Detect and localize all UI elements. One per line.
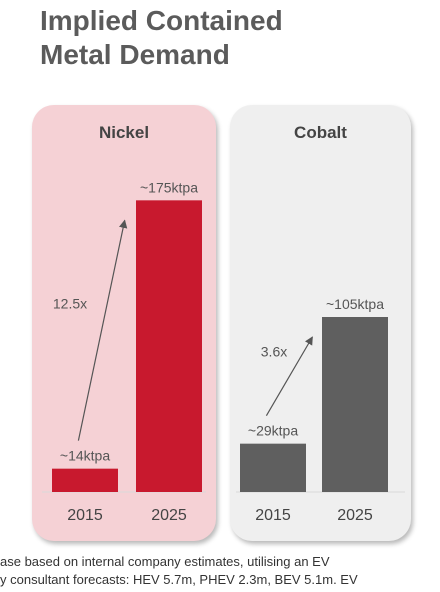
cobalt-growth-arrow xyxy=(265,336,313,416)
nickel-value-label-2025: ~175ktpa xyxy=(140,179,198,195)
nickel-chart-panel: Nickel ~14ktpa 2015 ~175ktpa 2025 12.5x xyxy=(32,105,216,541)
footnote-line-1: ase based on internal company estimates,… xyxy=(0,554,330,569)
title-line-2: Metal Demand xyxy=(40,39,230,70)
nickel-bar-chart: ~14ktpa 2015 ~175ktpa 2025 12.5x xyxy=(42,179,206,524)
footnote: ase based on internal company estimates,… xyxy=(0,553,440,589)
title-line-1: Implied Contained xyxy=(40,5,283,36)
nickel-value-label-2015: ~14ktpa xyxy=(60,448,110,464)
page-title: Implied Contained Metal Demand xyxy=(40,4,430,72)
cobalt-value-label-2015: ~29ktpa xyxy=(248,423,298,439)
cobalt-growth-multiple: 3.6x xyxy=(261,343,287,359)
cobalt-bar-chart: ~29ktpa 2015 ~105ktpa 2025 3.6x xyxy=(236,296,405,524)
nickel-category-label-2025: 2025 xyxy=(151,507,187,524)
nickel-bar-2015 xyxy=(52,468,118,492)
nickel-bar-2025 xyxy=(136,200,202,492)
cobalt-bar-2025 xyxy=(322,317,388,492)
nickel-category-label-2015: 2015 xyxy=(67,507,103,524)
cobalt-bar-2015 xyxy=(240,443,306,492)
nickel-chart-title: Nickel xyxy=(98,123,150,142)
cobalt-chart-title: Cobalt xyxy=(294,123,347,142)
cobalt-chart-panel: Cobalt ~29ktpa 2015 ~105ktpa 2025 3.6x xyxy=(230,105,411,541)
cobalt-value-label-2025: ~105ktpa xyxy=(326,296,384,312)
cobalt-category-label-2015: 2015 xyxy=(255,507,291,524)
nickel-growth-multiple: 12.5x xyxy=(53,296,87,312)
footnote-line-2: y consultant forecasts: HEV 5.7m, PHEV 2… xyxy=(0,572,358,587)
nickel-growth-arrow xyxy=(77,219,128,441)
cobalt-category-label-2025: 2025 xyxy=(337,507,373,524)
